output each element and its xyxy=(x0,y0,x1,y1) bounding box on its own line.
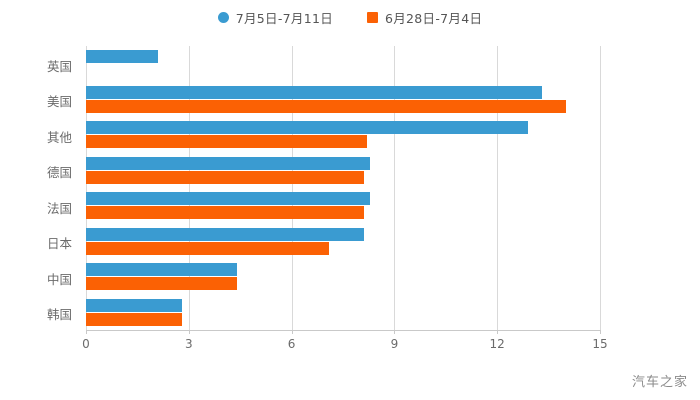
bar-group: 德国 xyxy=(47,153,600,189)
category-label: 美国 xyxy=(46,94,72,110)
legend-label: 7月5日-7月11日 xyxy=(235,11,333,26)
tick-mark-3 xyxy=(188,330,190,334)
bar-group: 美国 xyxy=(47,82,600,118)
tick-mark-9 xyxy=(394,330,396,334)
gridline-0 xyxy=(86,46,87,330)
tick-mark-0 xyxy=(86,330,87,334)
tick-mark-6 xyxy=(291,330,293,334)
gridline-12 xyxy=(497,46,499,330)
gridline-9 xyxy=(394,46,396,330)
category-label: 法国 xyxy=(46,200,72,216)
bar xyxy=(86,227,364,241)
bar-group: 日本 xyxy=(47,224,600,260)
bar xyxy=(86,170,364,184)
bar xyxy=(86,156,371,170)
bar xyxy=(86,263,237,277)
category-label: 中国 xyxy=(46,271,72,287)
gridline-3 xyxy=(188,46,190,330)
legend-label: 6月28日-7月4日 xyxy=(385,11,483,26)
bar xyxy=(86,312,182,326)
bar-group: 其他 xyxy=(47,117,600,153)
x-tick-label: 12 xyxy=(489,337,505,351)
bar xyxy=(86,277,237,291)
bar-group: 英国 xyxy=(47,46,600,82)
category-label: 英国 xyxy=(46,58,72,74)
bar-group: 法国 xyxy=(47,188,600,224)
bar xyxy=(86,206,364,220)
tick-mark-15 xyxy=(600,330,601,334)
category-label: 德国 xyxy=(46,165,72,181)
bar-group: 韩国 xyxy=(47,295,600,331)
bar-group: 中国 xyxy=(47,259,600,295)
x-tick-label: 6 xyxy=(287,337,296,351)
bar xyxy=(86,192,371,206)
gridline-6 xyxy=(291,46,293,330)
gridlines xyxy=(86,46,601,330)
bar xyxy=(86,85,542,99)
category-label: 日本 xyxy=(46,236,72,252)
watermark: 汽车之家 xyxy=(631,375,688,390)
legend-item-2[interactable]: 6月28日-7月4日 xyxy=(367,8,482,27)
bar xyxy=(86,121,529,135)
bar xyxy=(86,298,182,312)
dot-icon xyxy=(217,12,229,23)
chart-legend: 7月5日-7月11日 6月28日-7月4日 xyxy=(0,8,700,27)
x-tick-label: 9 xyxy=(390,337,399,351)
legend-item-1[interactable]: 7月5日-7月11日 xyxy=(217,8,333,27)
bar xyxy=(86,135,367,149)
bar xyxy=(86,241,330,255)
plot-area: 英国美国其他德国法国日本中国韩国 xyxy=(47,46,601,331)
tick-mark-12 xyxy=(497,330,499,334)
bar xyxy=(86,50,158,64)
x-tick-label: 3 xyxy=(184,337,193,351)
x-tick-label: 15 xyxy=(592,337,608,351)
category-label: 韩国 xyxy=(46,307,72,323)
x-axis-line xyxy=(86,330,600,331)
category-label: 其他 xyxy=(46,129,72,145)
x-tick-label: 0 xyxy=(82,337,90,351)
square-icon xyxy=(367,12,378,23)
bar xyxy=(86,99,566,113)
gridline-15 xyxy=(600,46,601,330)
